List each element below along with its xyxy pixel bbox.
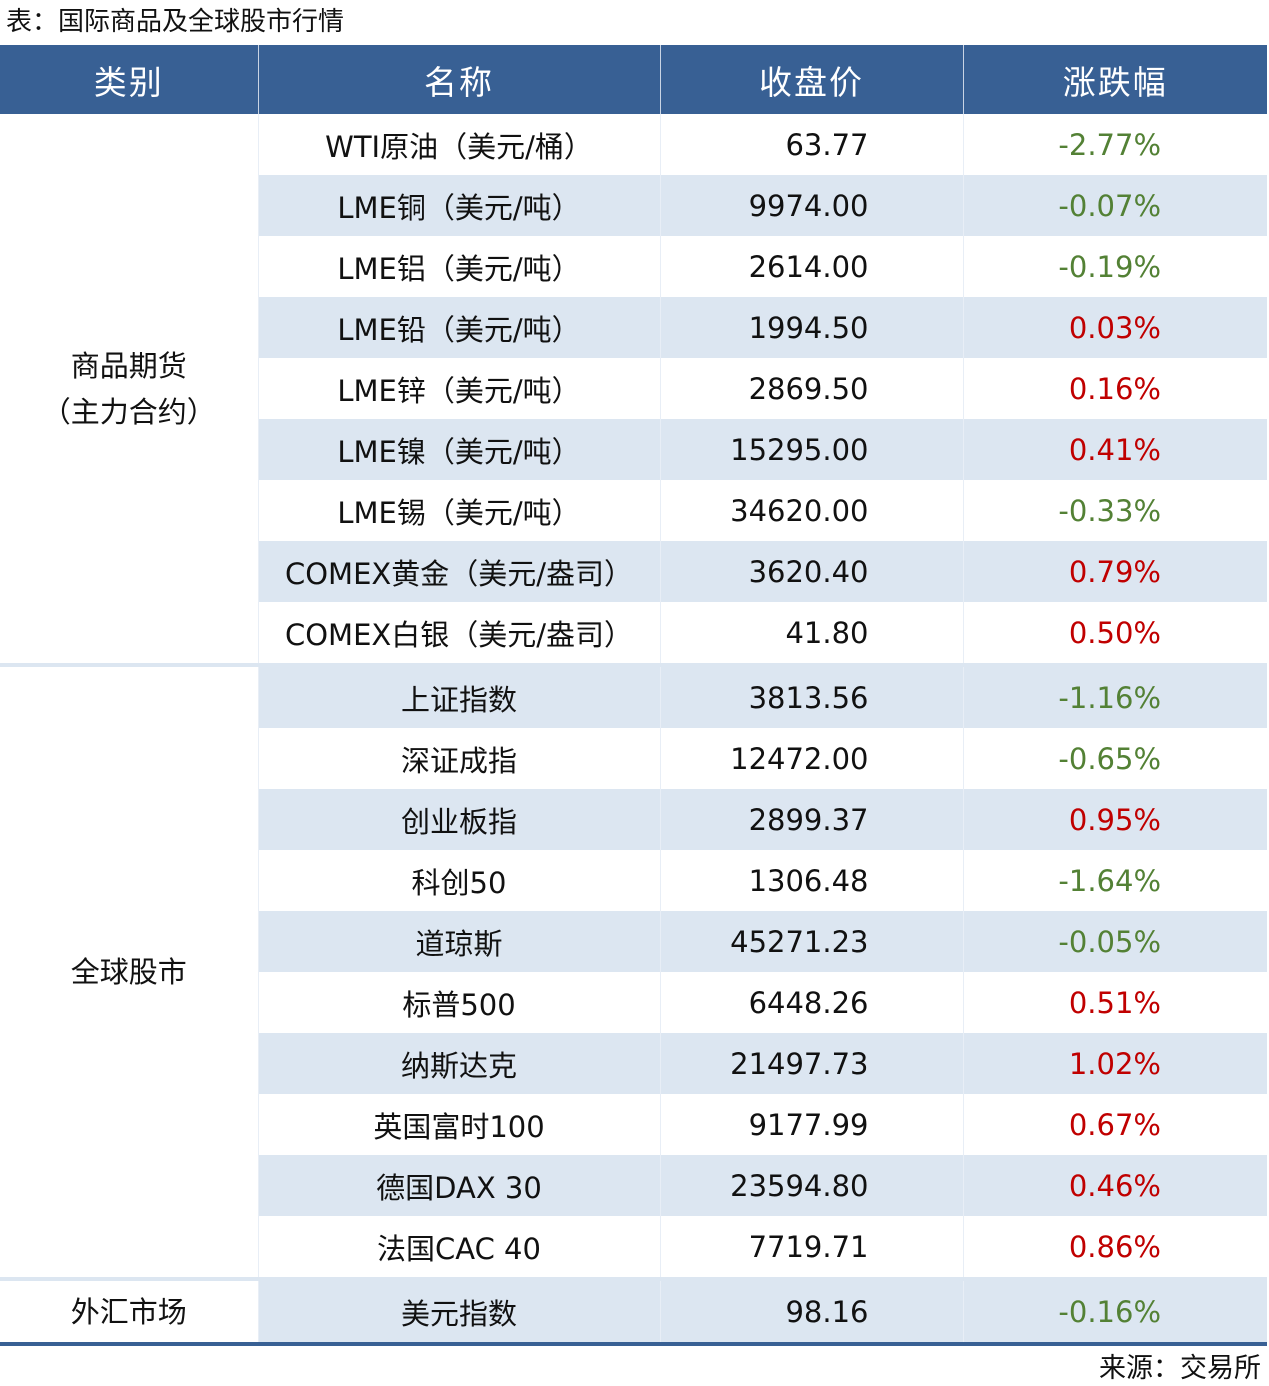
name-cell: COMEX黄金（美元/盎司）: [257, 541, 660, 602]
price-cell: 2869.50: [659, 358, 963, 419]
table-row: 全球股市 上证指数 3813.56 -1.16%: [0, 663, 1267, 1279]
name-cell: COMEX白银（美元/盎司）: [257, 602, 660, 665]
table-row: 外汇市场 美元指数 98.16 -0.16%: [0, 1277, 1267, 1346]
name-cell: 标普500: [257, 972, 660, 1033]
table-row: 德国DAX 30 23594.80 0.46%: [0, 1155, 1267, 1216]
table-row: 纳斯达克 21497.73 1.02%: [0, 1033, 1267, 1094]
change-cell: 0.50%: [962, 602, 1267, 665]
price-cell: 3620.40: [659, 541, 963, 602]
change-cell: 0.86%: [962, 1216, 1267, 1279]
table-row: 创业板指 2899.37 0.95%: [0, 789, 1267, 850]
change-cell: -0.16%: [962, 1277, 1267, 1346]
market-table: 类别 名称 收盘价 涨跌幅 商品期货 （主力合约） WTI原油（美元/桶） 63.77…: [0, 45, 1267, 1346]
name-cell: 纳斯达克: [257, 1033, 660, 1094]
price-cell: 98.16: [659, 1277, 963, 1346]
name-cell: LME铜（美元/吨）: [257, 175, 660, 236]
change-cell: 0.41%: [962, 419, 1267, 480]
price-cell: 15295.00: [659, 419, 963, 480]
name-cell: 法国CAC 40: [257, 1216, 660, 1279]
name-cell: LME锡（美元/吨）: [257, 480, 660, 541]
price-cell: 7719.71: [659, 1216, 963, 1279]
table-row: 标普500 6448.26 0.51%: [0, 972, 1267, 1033]
table-title: 表：国际商品及全球股市行情: [6, 7, 345, 37]
table-row: 法国CAC 40 7719.71 0.86%: [0, 1216, 1267, 1279]
change-cell: 0.95%: [962, 789, 1267, 850]
change-cell: 0.67%: [962, 1094, 1267, 1155]
header-name: 名称: [257, 45, 660, 114]
price-cell: 1994.50: [659, 297, 963, 358]
name-cell: LME镍（美元/吨）: [257, 419, 660, 480]
price-cell: 34620.00: [659, 480, 963, 541]
table-row: 道琼斯 45271.23 -0.05%: [0, 911, 1267, 972]
price-cell: 9177.99: [659, 1094, 963, 1155]
table-row: LME锌（美元/吨） 2869.50 0.16%: [0, 358, 1267, 419]
price-cell: 23594.80: [659, 1155, 963, 1216]
table-row: LME铝（美元/吨） 2614.00 -0.19%: [0, 236, 1267, 297]
change-cell: 0.03%: [962, 297, 1267, 358]
category-cell: 全球股市: [0, 663, 258, 1279]
change-cell: 0.46%: [962, 1155, 1267, 1216]
table-row: COMEX黄金（美元/盎司） 3620.40 0.79%: [0, 541, 1267, 602]
change-cell: 1.02%: [962, 1033, 1267, 1094]
header-category: 类别: [0, 45, 258, 114]
change-cell: 0.51%: [962, 972, 1267, 1033]
price-cell: 2899.37: [659, 789, 963, 850]
change-cell: -0.19%: [962, 236, 1267, 297]
header-row: 类别 名称 收盘价 涨跌幅: [0, 45, 1267, 114]
name-cell: 道琼斯: [257, 911, 660, 972]
table-row: 深证成指 12472.00 -0.65%: [0, 728, 1267, 789]
category-cell: 商品期货 （主力合约）: [0, 114, 258, 665]
name-cell: LME铝（美元/吨）: [257, 236, 660, 297]
header-close: 收盘价: [659, 45, 963, 114]
name-cell: 英国富时100: [257, 1094, 660, 1155]
change-cell: 0.79%: [962, 541, 1267, 602]
name-cell: LME铅（美元/吨）: [257, 297, 660, 358]
table-row: 商品期货 （主力合约） WTI原油（美元/桶） 63.77 -2.77%: [0, 114, 1267, 665]
change-cell: -1.64%: [962, 850, 1267, 911]
name-cell: 深证成指: [257, 728, 660, 789]
table-row: COMEX白银（美元/盎司） 41.80 0.50%: [0, 602, 1267, 665]
name-cell: 美元指数: [257, 1277, 660, 1346]
name-cell: LME锌（美元/吨）: [257, 358, 660, 419]
price-cell: 6448.26: [659, 972, 963, 1033]
table-row: LME镍（美元/吨） 15295.00 0.41%: [0, 419, 1267, 480]
price-cell: 21497.73: [659, 1033, 963, 1094]
table-row: 科创50 1306.48 -1.64%: [0, 850, 1267, 911]
price-cell: 2614.00: [659, 236, 963, 297]
change-cell: -0.07%: [962, 175, 1267, 236]
table-row: LME铜（美元/吨） 9974.00 -0.07%: [0, 175, 1267, 236]
change-cell: -1.16%: [962, 663, 1267, 728]
price-cell: 3813.56: [659, 663, 963, 728]
name-cell: WTI原油（美元/桶）: [257, 114, 660, 175]
change-cell: -0.05%: [962, 911, 1267, 972]
price-cell: 63.77: [659, 114, 963, 175]
source-note: 来源：交易所: [1099, 1353, 1261, 1384]
table-row: 英国富时100 9177.99 0.67%: [0, 1094, 1267, 1155]
price-cell: 12472.00: [659, 728, 963, 789]
header-change: 涨跌幅: [962, 45, 1267, 114]
name-cell: 德国DAX 30: [257, 1155, 660, 1216]
price-cell: 9974.00: [659, 175, 963, 236]
change-cell: -0.33%: [962, 480, 1267, 541]
category-cell: 外汇市场: [0, 1277, 258, 1346]
name-cell: 上证指数: [257, 663, 660, 728]
price-cell: 41.80: [659, 602, 963, 665]
price-cell: 1306.48: [659, 850, 963, 911]
change-cell: 0.16%: [962, 358, 1267, 419]
table-row: LME锡（美元/吨） 34620.00 -0.33%: [0, 480, 1267, 541]
name-cell: 创业板指: [257, 789, 660, 850]
change-cell: -0.65%: [962, 728, 1267, 789]
change-cell: -2.77%: [962, 114, 1267, 175]
table-row: LME铅（美元/吨） 1994.50 0.03%: [0, 297, 1267, 358]
price-cell: 45271.23: [659, 911, 963, 972]
name-cell: 科创50: [257, 850, 660, 911]
